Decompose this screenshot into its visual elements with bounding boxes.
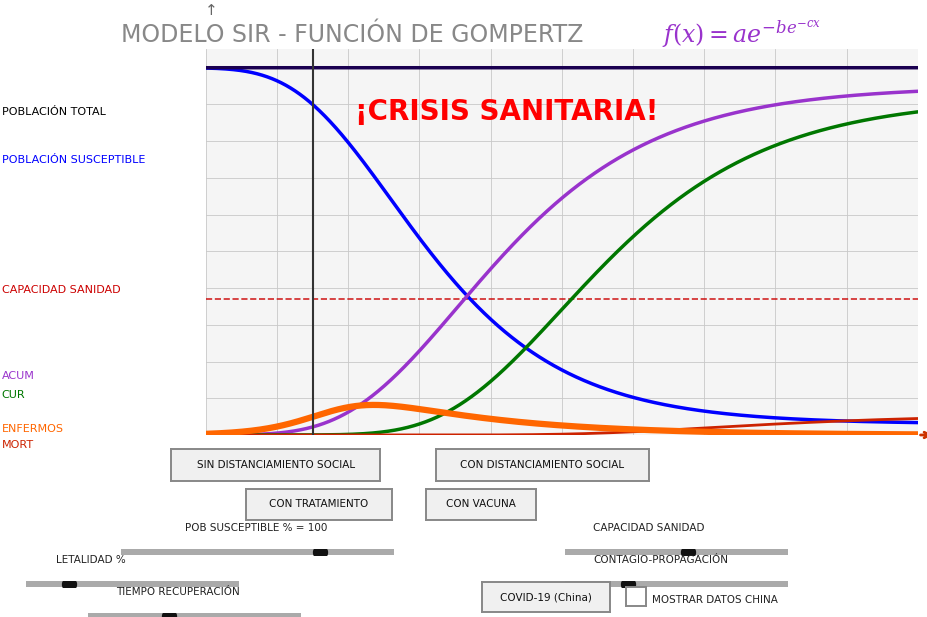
Text: POBLACIÓN SUSCEPTIBLE: POBLACIÓN SUSCEPTIBLE [2,155,146,165]
Text: ACUM: ACUM [2,371,34,381]
Text: TIEMPO RECUPERACIÓN: TIEMPO RECUPERACIÓN [116,587,239,597]
Text: CON TRATAMIENTO: CON TRATAMIENTO [269,499,369,509]
Text: $f(x) = ae^{-be^{-cx}}$: $f(x) = ae^{-be^{-cx}}$ [662,19,821,51]
Text: CAPACIDAD SANIDAD: CAPACIDAD SANIDAD [2,285,121,295]
Text: CON VACUNA: CON VACUNA [446,499,516,509]
Text: CAPACIDAD SANIDAD: CAPACIDAD SANIDAD [593,523,705,532]
Text: ¡CRISIS SANITARIA!: ¡CRISIS SANITARIA! [355,98,659,126]
Text: SIN DISTANCIAMIENTO SOCIAL: SIN DISTANCIAMIENTO SOCIAL [197,460,355,470]
Text: POBLACIÓN TOTAL: POBLACIÓN TOTAL [2,107,106,117]
Text: CON DISTANCIAMIENTO SOCIAL: CON DISTANCIAMIENTO SOCIAL [460,460,625,470]
Text: MOSTRAR DATOS CHINA: MOSTRAR DATOS CHINA [652,595,778,605]
Text: LETALIDAD %: LETALIDAD % [56,555,125,565]
Text: POB SUSCEPTIBLE % = 100: POB SUSCEPTIBLE % = 100 [185,523,328,532]
Text: CONTAGIO-PROPAGACIÓN: CONTAGIO-PROPAGACIÓN [593,555,729,565]
Text: MODELO SIR - FUNCIÓN DE GOMPERTZ: MODELO SIR - FUNCIÓN DE GOMPERTZ [121,23,583,46]
Text: CUR: CUR [2,390,25,400]
Text: ENFERMOS: ENFERMOS [2,424,64,434]
Text: COVID-19 (China): COVID-19 (China) [500,592,592,602]
Text: MORT: MORT [2,441,34,450]
Text: ↑: ↑ [205,3,218,18]
